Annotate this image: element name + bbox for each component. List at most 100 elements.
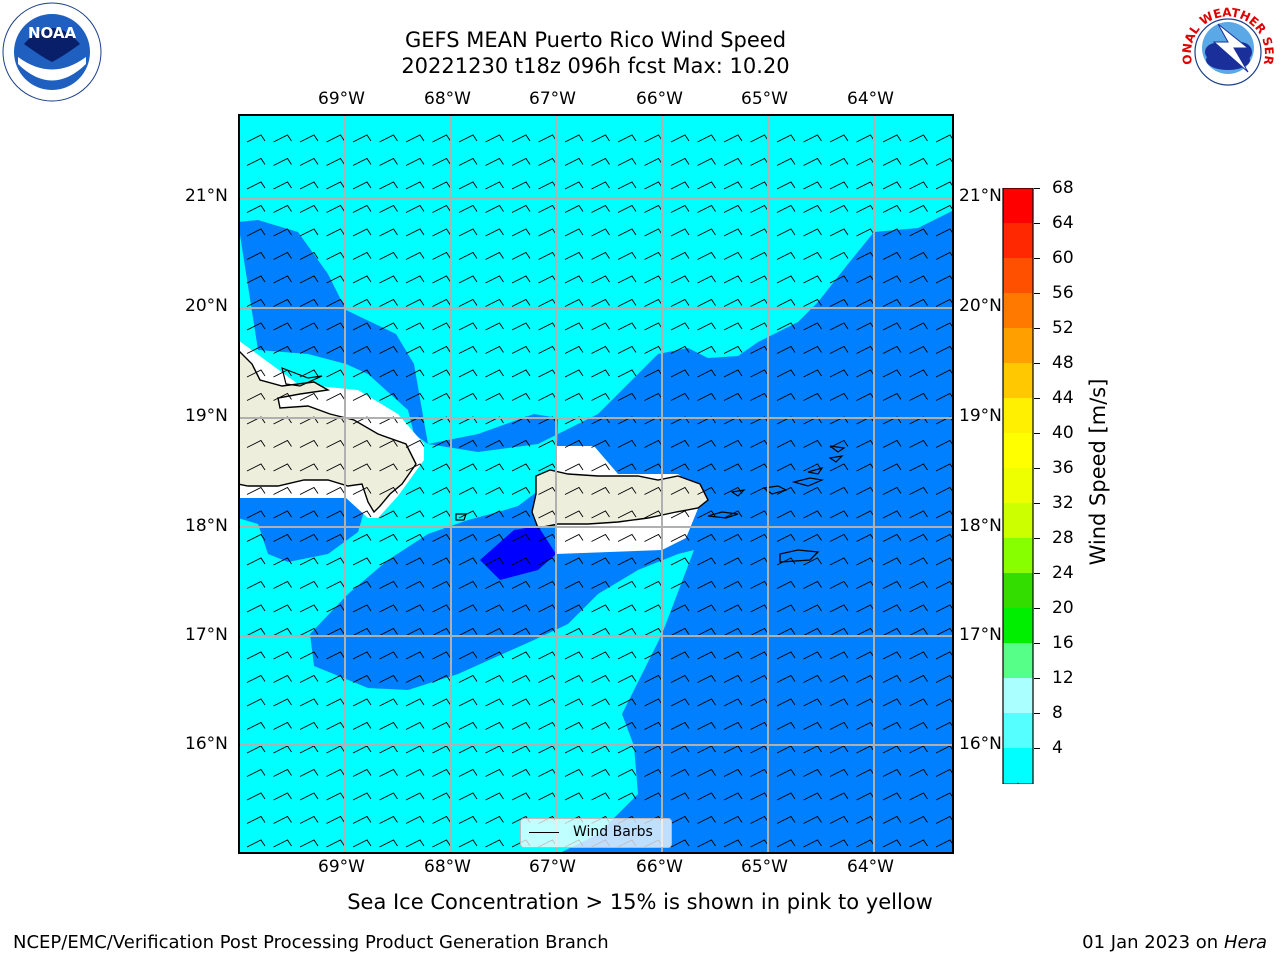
wind-barb [723, 815, 743, 824]
wind-barb [299, 322, 319, 331]
wind-barb [697, 298, 716, 307]
wind-barb [909, 604, 928, 613]
wind-barb [617, 533, 637, 542]
wind-barb [379, 698, 398, 707]
wind-barb [670, 698, 690, 707]
wind-barb [326, 369, 345, 378]
wind-barb [485, 298, 504, 307]
wind-barb [379, 275, 398, 284]
wind-barb [803, 533, 822, 542]
wind-barb [829, 533, 849, 542]
wind-barb [379, 134, 398, 143]
wind-barb [564, 580, 584, 589]
wind-barb [432, 157, 451, 166]
wind-barb [617, 298, 637, 307]
wind-barb [458, 533, 478, 542]
wind-barb [511, 533, 531, 542]
wind-barb [246, 510, 266, 519]
lon-label-top-64w: 64°W [847, 89, 894, 109]
wind-barb [352, 251, 372, 260]
colorbar-segment [1003, 713, 1033, 748]
wind-barb [273, 322, 292, 331]
wind-barb [352, 698, 372, 707]
wind-barb [246, 345, 266, 354]
wind-barb [670, 533, 690, 542]
wind-barb [697, 204, 716, 213]
wind-barb [882, 392, 902, 401]
wind-barb [591, 768, 610, 777]
wind-barb [511, 228, 531, 237]
wind-barb [511, 251, 531, 260]
colorbar-tick-label: 64 [1052, 213, 1074, 233]
wind-barb [591, 392, 610, 401]
wind-barb [458, 651, 478, 660]
wind-barb [776, 134, 796, 143]
wind-barb [273, 698, 292, 707]
wind-barb [458, 369, 478, 378]
wind-barb [882, 251, 902, 260]
wind-barb [485, 698, 504, 707]
wind-barb [829, 275, 849, 284]
wind-barb [273, 204, 292, 213]
wind-barb [273, 345, 292, 354]
wind-speed-map [238, 114, 954, 854]
wind-barb [379, 369, 398, 378]
wind-barb [829, 768, 849, 777]
wind-barb [697, 557, 716, 566]
wind-barb [776, 157, 796, 166]
wind-barb [591, 580, 610, 589]
wind-barb [326, 392, 345, 401]
wind-barb [405, 627, 425, 636]
wind-barb [829, 369, 849, 378]
wind-barb [909, 298, 928, 307]
wind-barb [405, 674, 425, 683]
wind-barb [591, 674, 610, 683]
wind-barb [432, 839, 451, 848]
wind-barb [776, 533, 796, 542]
colorbar-tick-mark [1034, 643, 1040, 644]
wind-barb [617, 157, 637, 166]
wind-barb [723, 627, 743, 636]
wind-barb [723, 721, 743, 730]
wind-barb [379, 345, 398, 354]
wind-barb [299, 510, 319, 519]
wind-barb [909, 533, 928, 542]
lat-label-right-21n: 21°N [959, 186, 1002, 206]
wind-barb [829, 580, 849, 589]
wind-barb [564, 181, 584, 190]
wind-barb [273, 768, 292, 777]
wind-barb [326, 228, 345, 237]
wind-barb [776, 768, 796, 777]
wind-barb [697, 369, 716, 378]
colorbar-tick-label: 40 [1052, 423, 1074, 443]
wind-barb [485, 510, 504, 519]
wind-barb [564, 369, 584, 378]
wind-barb [273, 439, 292, 448]
wind-barb [909, 345, 928, 354]
wind-barb [379, 157, 398, 166]
wind-barb [352, 768, 372, 777]
wind-barb [776, 698, 796, 707]
island-vieques [707, 511, 739, 519]
wind-barb [326, 604, 345, 613]
wind-barb [326, 345, 345, 354]
wind-barb [591, 604, 610, 613]
wind-barb [352, 839, 372, 848]
wind-barb [511, 486, 531, 495]
wind-barb [697, 604, 716, 613]
colorbar-segment [1003, 363, 1033, 398]
wind-barb [432, 792, 451, 801]
wind-barb [246, 463, 266, 472]
colorbar-tick-mark [1034, 608, 1040, 609]
wind-barb [829, 463, 849, 472]
wind-barb [697, 839, 716, 848]
wind-barb [776, 651, 796, 660]
wind-barb [511, 134, 531, 143]
wind-barb [273, 651, 292, 660]
wind-barb [458, 674, 478, 683]
wind-barb [379, 251, 398, 260]
wind-barb [432, 251, 451, 260]
wind-barb [723, 439, 743, 448]
wind-barb [670, 627, 690, 636]
wind-barb [485, 815, 504, 824]
